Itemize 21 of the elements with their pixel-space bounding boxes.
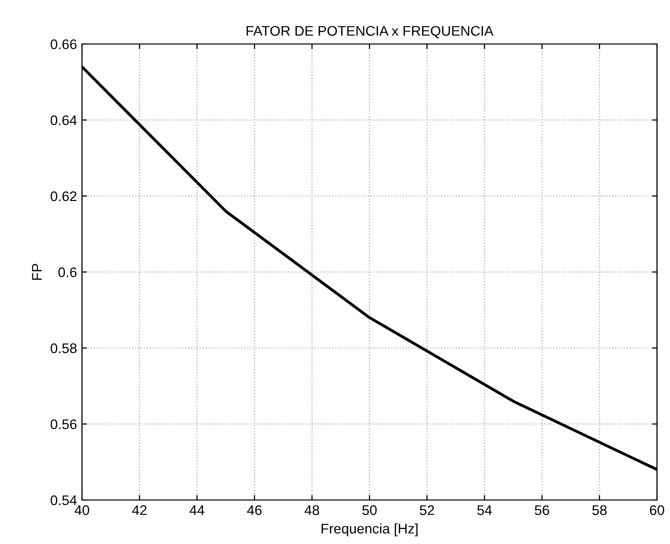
y-tick-label: 0.62 (50, 191, 76, 202)
y-axis-title: FP (32, 264, 42, 280)
x-tick-label: 60 (650, 505, 664, 516)
x-tick-label: 42 (132, 505, 147, 515)
x-tick-label: 50 (362, 505, 377, 516)
chart-title: FATOR DE POTENCIA x FREQUENCIA (246, 26, 494, 38)
y-tick-label: 0.58 (50, 343, 77, 354)
y-tick-label: 0.6 (58, 267, 77, 278)
y-tick-label: 0.64 (50, 115, 77, 126)
x-tick-label: 56 (534, 505, 550, 516)
y-tick-label: 0.54 (50, 495, 77, 506)
x-tick-label: 46 (247, 505, 262, 516)
x-tick-label: 48 (304, 505, 320, 516)
x-tick-label: 52 (420, 505, 434, 516)
x-tick-label: 54 (477, 505, 492, 516)
x-tick-label: 58 (592, 505, 607, 516)
x-tick-label: 40 (74, 505, 90, 516)
x-axis-title: Frequencia [Hz] (322, 523, 418, 536)
x-tick-label: 44 (190, 505, 204, 515)
y-tick-label: 0.66 (50, 39, 77, 50)
y-tick-label: 0.56 (50, 419, 77, 430)
